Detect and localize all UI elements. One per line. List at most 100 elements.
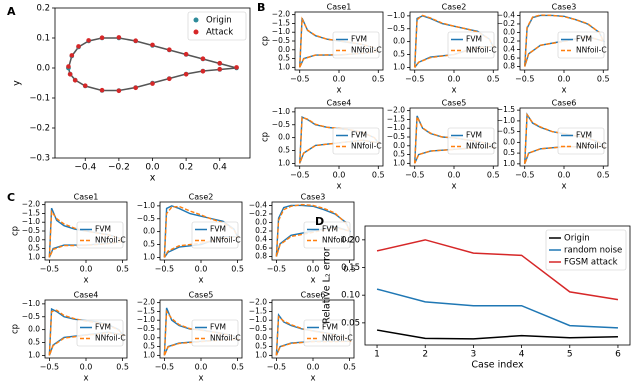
x-axis-label: x [336, 182, 341, 192]
y-tick-label: 1.0 [28, 252, 40, 261]
x-tick-label: 0.5 [116, 265, 129, 274]
x-tick-label: −0.5 [155, 363, 174, 372]
series-line [414, 14, 495, 68]
y-tick-label: −1.0 [137, 201, 155, 210]
legend-label: FVM [576, 131, 592, 140]
x-tick-label: 0.5 [372, 171, 385, 180]
legend-label: FVM [576, 35, 592, 44]
x-tick-label: 0.5 [372, 75, 385, 84]
y-axis-label: cp [261, 132, 271, 142]
y-tick-label: 0.4 [255, 235, 267, 244]
point [167, 47, 172, 52]
y-tick-label: 0.4 [503, 45, 515, 54]
y-tick-label: 0.8 [255, 252, 267, 261]
y-tick-label: −1.0 [387, 123, 405, 132]
y-tick-label: 0.0 [278, 133, 290, 142]
y-tick-label: −1.0 [22, 299, 40, 308]
x-tick-label: 0.5 [343, 363, 356, 372]
x-axis-label: x [336, 86, 341, 96]
x-tick-label: 0.0 [80, 363, 93, 372]
x-tick-label: 1 [374, 350, 380, 360]
y-tick-label: −1.5 [137, 306, 155, 315]
point [72, 78, 78, 83]
y-tick-label: 0.10 [341, 291, 360, 301]
legend-box [187, 11, 247, 41]
point [183, 72, 189, 77]
y-tick-label: −0.5 [137, 214, 155, 223]
x-tick-label: 0.5 [487, 75, 500, 84]
legend-label: NNfoil-C [576, 46, 607, 55]
y-tick-label: −1.0 [272, 107, 290, 116]
y-tick-label: −1.5 [272, 18, 290, 27]
y-tick-label: −0.5 [387, 132, 405, 141]
x-axis-label: x [561, 86, 566, 96]
y-tick-label: −1.0 [249, 315, 267, 324]
point [150, 42, 155, 48]
y-tick-label: −2.0 [22, 200, 40, 209]
x-tick-label: −0.4 [74, 163, 96, 173]
y-tick-label: 0.0 [503, 137, 515, 146]
y-tick-label: −1.0 [22, 217, 40, 226]
panel-label: D [315, 215, 324, 228]
x-tick-label: −0.2 [108, 163, 130, 173]
x-axis-label: x [83, 276, 88, 286]
legend-label: FVM [351, 131, 367, 140]
y-tick-label: 0.5 [143, 240, 155, 249]
y-tick-label: −2.0 [249, 298, 267, 307]
y-tick-label: 0.0 [36, 64, 50, 74]
legend-marker [193, 17, 199, 23]
legend-label: NNfoil-C [210, 236, 241, 245]
legend-box [447, 127, 495, 155]
axes-title: Case3 [552, 3, 577, 12]
x-tick-label: 0.0 [558, 75, 571, 84]
y-tick-label: 0.0 [393, 141, 405, 150]
legend-label: NNfoil-C [351, 46, 382, 55]
legend-label: FVM [322, 323, 338, 332]
x-tick-label: 0.5 [231, 265, 244, 274]
x-tick-label: 0.0 [333, 75, 346, 84]
y-tick-label: 0.2 [255, 226, 267, 235]
y-tick-label: 0.2 [36, 4, 50, 14]
y-axis-label: cp [11, 226, 21, 236]
legend-box [303, 221, 351, 249]
legend-label: FGSM attack [564, 258, 618, 268]
axes-title: Case2 [442, 3, 467, 12]
legend-label: NNfoil-C [351, 142, 382, 151]
axes-title: Case6 [552, 99, 577, 108]
legend-box [545, 229, 627, 271]
legend-box [557, 31, 605, 59]
y-tick-label: 0.0 [143, 333, 155, 342]
legend-label: NNfoil-C [95, 334, 126, 343]
y-tick-label: 0.5 [143, 342, 155, 351]
legend-label: NNfoil-C [95, 236, 126, 245]
y-tick-label: 1.0 [393, 62, 405, 71]
point [99, 35, 105, 40]
y-tick-label: 0.0 [393, 37, 405, 46]
legend-label: FVM [466, 35, 482, 44]
y-tick-label: −2.0 [272, 10, 290, 19]
x-tick-label: 0.0 [558, 171, 571, 180]
x-tick-label: −0.5 [155, 265, 174, 274]
axes-title: Case4 [74, 291, 99, 300]
x-tick-label: 0.0 [145, 163, 160, 173]
y-tick-label: −1.5 [249, 306, 267, 315]
x-axis-label: x [561, 182, 566, 192]
y-axis-label: cp [261, 36, 271, 46]
point [234, 65, 239, 70]
y-axis-label: Relative L₂ error [322, 247, 333, 324]
point [116, 35, 122, 40]
x-tick-label: 3 [471, 350, 477, 360]
point [82, 83, 88, 88]
axes-title: Case1 [74, 193, 99, 202]
y-tick-label: 0.5 [255, 342, 267, 351]
axes-title: Case2 [189, 193, 214, 202]
y-tick-label: −0.5 [387, 24, 405, 33]
panel-label: C [7, 191, 15, 204]
x-tick-label: 0.0 [333, 171, 346, 180]
y-tick-label: 0.15 [341, 263, 360, 273]
y-tick-label: −1.5 [22, 208, 40, 217]
y-tick-label: 0.0 [503, 27, 515, 36]
legend-box [76, 319, 124, 347]
y-tick-label: 0.5 [503, 148, 515, 157]
x-tick-label: −0.5 [405, 171, 424, 180]
